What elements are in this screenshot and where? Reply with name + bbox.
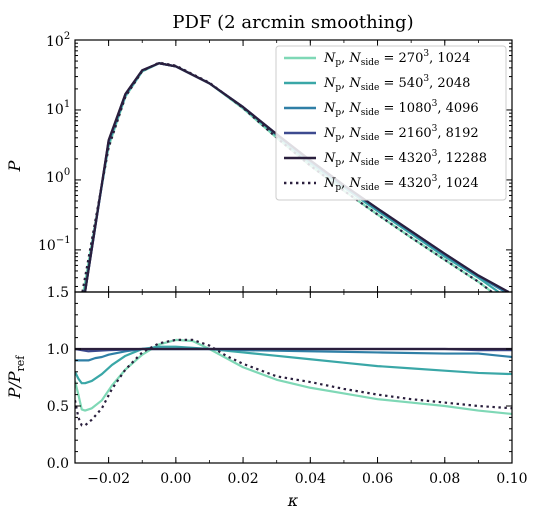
bottom-series-n-p-n-side-540-3-2048 <box>75 345 512 385</box>
bottom-panel-frame <box>74 291 513 464</box>
legend-label-6: Np, Nside = 43203, 1024 <box>323 174 479 193</box>
bottom-panel-series <box>75 338 512 427</box>
legend-label-4: Np, Nside = 21603, 8192 <box>323 124 479 143</box>
x-tick-label: −0.02 <box>87 471 130 487</box>
bottom-y-tick-label: 0.5 <box>47 399 69 415</box>
legend: Np, Nside = 2703, 1024 Np, Nside = 5403, … <box>275 45 507 201</box>
top-y-axis-label: P <box>5 160 24 172</box>
bottom-y-tick-label: 1.5 <box>47 285 69 301</box>
top-y-tick-labels: 102 101 100 10−1 <box>38 31 71 254</box>
legend-label-3: Np, Nside = 10803, 4096 <box>323 99 479 118</box>
y-tick-label-100: 102 <box>46 31 70 50</box>
legend-box <box>275 45 507 201</box>
x-tick-label: 0.04 <box>295 471 326 487</box>
y-tick-label-10: 101 <box>46 99 70 118</box>
bottom-series-n-p-n-side-4320-3-1024-dotted <box>75 338 512 427</box>
bottom-y-tick-label: 1.0 <box>47 342 69 358</box>
x-tick-label: 0.02 <box>227 471 258 487</box>
y-tick-label-0.1: 10−1 <box>38 235 71 254</box>
x-tick-label: 0.08 <box>429 471 460 487</box>
chart-title: PDF (2 arcmin smoothing) <box>172 12 413 33</box>
legend-label-5: Np, Nside = 43203, 12288 <box>323 149 487 168</box>
bottom-y-tick-labels: 0.0 0.5 1.0 1.5 <box>47 285 69 472</box>
top-panel-series <box>81 61 510 292</box>
x-tick-labels: −0.02 0.00 0.02 0.04 0.06 0.08 0.10 <box>87 471 527 487</box>
bottom-y-tick-label: 0.0 <box>47 456 69 472</box>
y-tick-label-1: 100 <box>46 167 70 186</box>
legend-label-1: Np, Nside = 2703, 1024 <box>323 49 470 68</box>
x-axis-label: κ <box>287 491 299 510</box>
x-tick-label: 0.06 <box>362 471 393 487</box>
x-tick-label: 0.10 <box>496 471 527 487</box>
bottom-y-axis-label: P/Pref <box>5 355 27 400</box>
legend-label-2: Np, Nside = 5403, 2048 <box>323 74 470 93</box>
x-tick-label: 0.00 <box>160 471 191 487</box>
